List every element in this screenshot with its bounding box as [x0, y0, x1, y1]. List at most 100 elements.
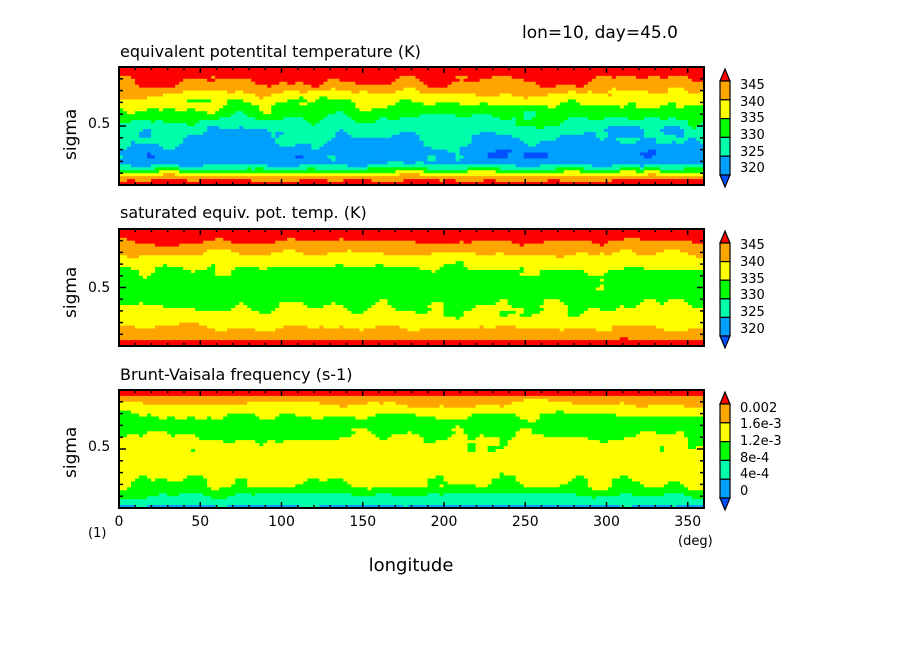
heatmap-cell	[623, 143, 629, 148]
heatmap-cell	[271, 146, 276, 151]
heatmap-cell	[275, 105, 280, 109]
heatmap-cell	[195, 167, 200, 171]
heatmap-cell	[447, 126, 453, 130]
heatmap-cell	[343, 120, 348, 124]
heatmap-cell	[691, 155, 697, 160]
heatmap-cell	[403, 128, 409, 133]
heatmap-cell	[323, 87, 328, 92]
heatmap-cell	[591, 140, 597, 145]
heatmap-cell	[431, 75, 437, 80]
heatmap-cell	[311, 72, 316, 77]
heatmap-cell	[171, 117, 176, 121]
heatmap-cell	[419, 99, 425, 103]
heatmap-cell	[151, 75, 156, 80]
heatmap-cell	[155, 90, 160, 95]
heatmap-cell	[611, 131, 617, 136]
heatmap-cell	[287, 117, 292, 121]
heatmap-cell	[243, 123, 248, 127]
heatmap-cell	[663, 161, 669, 165]
heatmap-cell	[383, 90, 389, 95]
heatmap-cell	[219, 152, 224, 157]
heatmap-cell	[363, 158, 369, 162]
heatmap-cell	[331, 123, 336, 127]
heatmap-cell	[555, 99, 561, 103]
heatmap-cell	[575, 155, 581, 160]
heatmap-cell	[263, 111, 268, 115]
heatmap-cell	[331, 128, 336, 133]
heatmap-cell	[519, 155, 525, 160]
heatmap-cell	[555, 102, 561, 106]
heatmap-cell	[211, 93, 216, 98]
heatmap-cell	[243, 96, 248, 101]
heatmap-cell	[307, 131, 312, 136]
heatmap-cell	[379, 128, 385, 133]
heatmap-cell	[627, 84, 633, 89]
heatmap-cell	[159, 111, 164, 115]
heatmap-cell	[367, 131, 373, 136]
heatmap-cell	[355, 158, 361, 162]
heatmap-cell	[579, 114, 585, 118]
heatmap-cell	[235, 146, 240, 151]
heatmap-cell	[503, 164, 509, 168]
heatmap-cell	[575, 146, 581, 151]
heatmap-cell	[515, 69, 521, 74]
heatmap-cell	[211, 123, 216, 127]
heatmap-cell	[267, 78, 272, 83]
heatmap-cell	[363, 90, 369, 95]
heatmap-cell	[175, 149, 180, 154]
heatmap-cell	[143, 120, 148, 124]
heatmap-cell	[411, 81, 417, 86]
heatmap-cell	[619, 128, 625, 133]
heatmap-cell	[175, 84, 180, 89]
heatmap-cell	[323, 105, 328, 109]
heatmap-cell	[243, 90, 248, 95]
heatmap-cell	[363, 69, 369, 74]
heatmap-cell	[535, 99, 541, 103]
heatmap-cell	[211, 84, 216, 89]
heatmap-cell	[179, 72, 184, 77]
heatmap-cell	[551, 140, 557, 145]
heatmap-cell	[443, 84, 449, 89]
heatmap-cell	[319, 93, 324, 98]
heatmap-cell	[239, 137, 244, 142]
heatmap-cell	[187, 126, 192, 130]
heatmap-cell	[259, 84, 264, 89]
heatmap-cell	[187, 72, 192, 77]
heatmap-cell	[319, 134, 324, 139]
heatmap-cell	[503, 114, 509, 118]
heatmap-cell	[363, 67, 369, 71]
heatmap-cell	[667, 84, 673, 89]
heatmap-cell	[527, 87, 533, 92]
heatmap-cell	[487, 161, 493, 165]
panel-equivalent-potential-temperature	[118, 66, 731, 189]
heatmap-cell	[579, 67, 585, 71]
heatmap-cell	[463, 81, 469, 86]
heatmap-cell	[151, 152, 156, 157]
heatmap-cell	[603, 75, 609, 80]
heatmap-cell	[663, 84, 669, 89]
heatmap-cell	[579, 143, 585, 148]
heatmap-cell	[699, 140, 705, 145]
heatmap-cell	[375, 81, 381, 86]
heatmap-cell	[687, 155, 693, 160]
heatmap-cell	[279, 131, 284, 136]
heatmap-cell	[159, 81, 164, 86]
heatmap-cell	[627, 81, 633, 86]
heatmap-cell	[143, 105, 148, 109]
heatmap-cell	[639, 158, 645, 162]
heatmap-cell	[419, 161, 425, 165]
heatmap-cell	[439, 164, 445, 168]
heatmap-cell	[683, 140, 689, 145]
heatmap-cell	[267, 152, 272, 157]
heatmap-cell	[263, 96, 268, 101]
heatmap-cell	[379, 140, 385, 145]
heatmap-cell	[187, 96, 192, 101]
heatmap-cell	[519, 114, 525, 118]
heatmap-cell	[395, 81, 401, 86]
heatmap-cell	[243, 108, 248, 112]
heatmap-cell	[471, 161, 477, 165]
heatmap-cell	[463, 164, 469, 168]
heatmap-cell	[531, 131, 537, 136]
heatmap-cell	[443, 137, 449, 142]
heatmap-cell	[199, 105, 204, 109]
